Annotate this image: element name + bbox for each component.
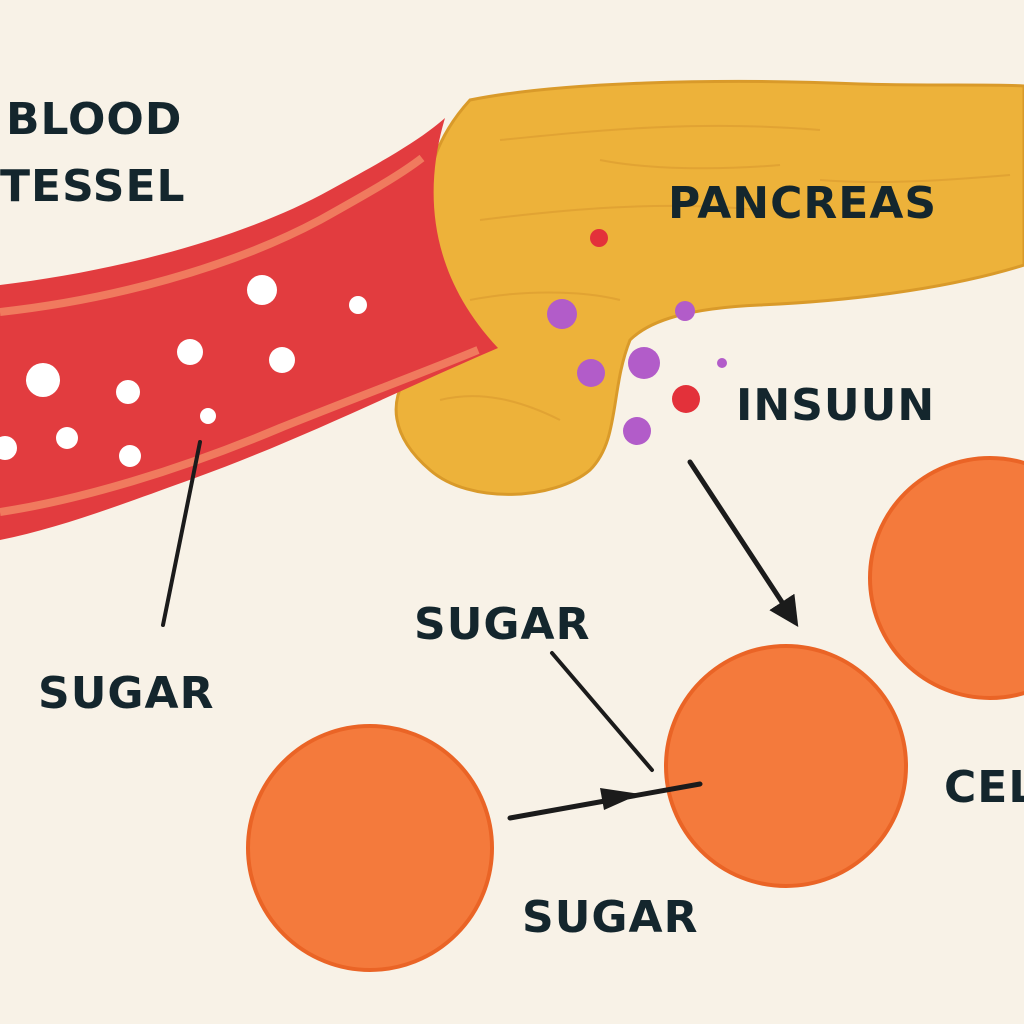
sugar-particle <box>349 296 367 314</box>
insulin-particle <box>547 299 577 329</box>
blood-vessel <box>0 118 498 540</box>
blood-vessel-wall-bottom <box>0 346 480 516</box>
blood-vessel-label-line2: TESSEL <box>0 161 186 212</box>
sugar-particle <box>177 339 203 365</box>
red-particle <box>672 385 700 413</box>
sugar-label-left: SUGAR <box>38 668 215 719</box>
insulin-particle <box>577 359 605 387</box>
insulin-label: INSUUN <box>736 380 936 431</box>
insulin-arrow <box>687 459 799 628</box>
sugar-particle <box>26 363 60 397</box>
cell-left <box>246 724 494 972</box>
sugar-particle <box>247 275 277 305</box>
sugar-particle <box>56 427 78 449</box>
sugar-particle <box>269 347 295 373</box>
blood-vessel-label-line1: BLOOD <box>6 94 183 145</box>
insulin-particle <box>628 347 660 379</box>
cell-label-partial: CEL <box>944 762 1024 813</box>
sugar-label-middle: SUGAR <box>414 599 591 650</box>
sugar-particle <box>119 445 141 467</box>
insulin-particle <box>675 301 695 321</box>
sugar-label-bottom: SUGAR <box>522 892 699 943</box>
sugar-left-pointer-line <box>161 440 202 627</box>
insulin-particle <box>623 417 651 445</box>
pancreas-shape <box>394 79 1024 496</box>
red-particle <box>590 229 608 247</box>
blood-vessel-wall-top <box>0 154 425 316</box>
cell-middle <box>664 644 908 888</box>
sugar-particle <box>200 408 216 424</box>
sugar-particles <box>0 275 367 467</box>
sugar-to-cell-arrowhead <box>600 788 640 810</box>
sugar-particle <box>0 436 17 460</box>
sugar-middle-pointer-line <box>550 651 654 772</box>
pancreas-label: PANCREAS <box>668 178 938 229</box>
insulin-particles <box>547 229 727 445</box>
cell-right-top <box>868 456 1024 700</box>
insulin-particle <box>717 358 727 368</box>
sugar-particle <box>116 380 140 404</box>
